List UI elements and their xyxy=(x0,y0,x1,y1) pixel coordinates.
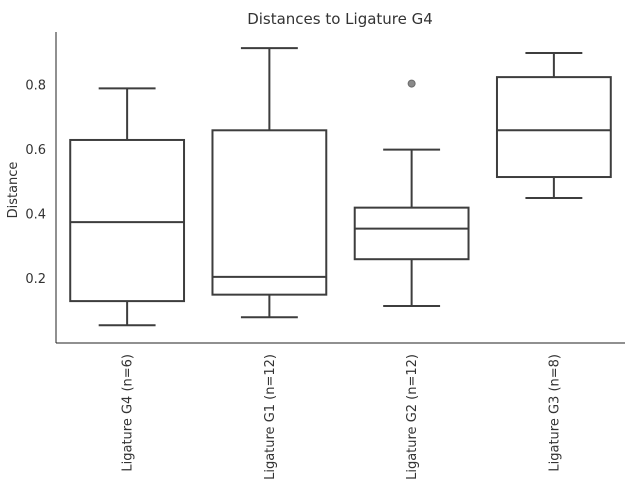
box-iqr xyxy=(211,129,328,296)
box-group xyxy=(353,79,470,307)
y-ticks: 0.2 0.4 0.6 0.8 xyxy=(25,79,46,287)
x-tick-labels: Ligature G4 (n=6) Ligature G1 (n=12) Ligat… xyxy=(121,354,563,480)
box-iqr xyxy=(69,138,186,303)
box-iqr xyxy=(495,76,612,179)
y-tick-label: 0.8 xyxy=(25,79,46,94)
x-tick-label: Ligature G4 (n=6) xyxy=(121,354,136,472)
y-axis-label: Distance xyxy=(6,162,21,219)
x-tick-label: Ligature G2 (n=12) xyxy=(405,354,420,480)
outlier-point xyxy=(407,79,416,88)
chart-title: Distances to Ligature G4 xyxy=(247,10,433,28)
box-group xyxy=(211,47,328,319)
y-tick-label: 0.6 xyxy=(25,143,46,158)
box-iqr xyxy=(353,206,470,261)
x-tick-label: Ligature G1 (n=12) xyxy=(263,354,278,480)
y-tick-label: 0.2 xyxy=(25,272,46,287)
y-tick-label: 0.4 xyxy=(25,208,46,223)
x-tick-label: Ligature G3 (n=8) xyxy=(547,354,562,472)
boxes-group xyxy=(69,47,612,327)
box-group xyxy=(69,87,186,327)
box-group xyxy=(495,51,612,199)
